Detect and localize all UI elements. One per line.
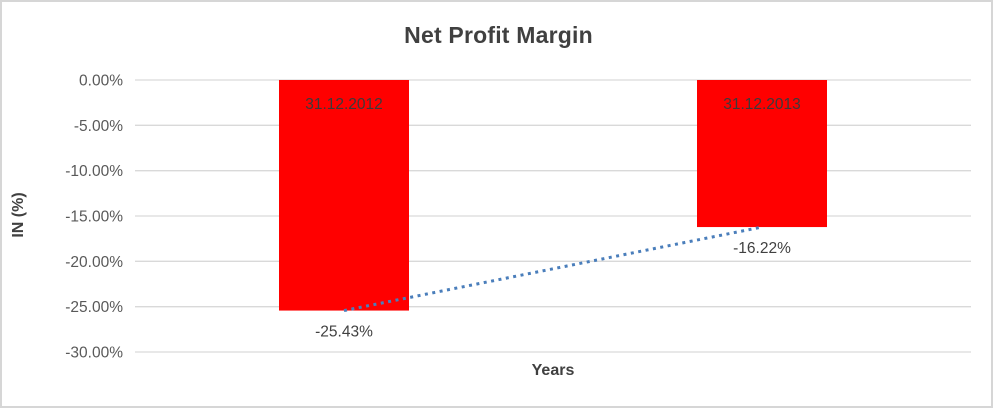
bar-category-label: 31.12.2012 [305,96,383,113]
value-label: -25.43% [315,324,373,341]
y-axis-title: IN (%) [10,192,27,238]
bar-category-label: 31.12.2013 [723,96,801,113]
bar-31.12.2013 [697,80,827,228]
y-tick-label: -10.00% [65,163,123,180]
y-tick-label: 0.00% [79,73,123,90]
x-axis-title: Years [531,362,575,379]
trendline [343,225,763,313]
y-tick-label: -15.00% [65,209,123,226]
y-tick-label: -30.00% [65,345,123,362]
chart-title: Net Profit Margin [404,22,593,48]
y-tick-label: -20.00% [65,254,123,271]
y-tick-label: -25.00% [65,299,123,316]
value-label: -16.22% [733,240,791,257]
bar-31.12.2012 [279,80,409,311]
y-tick-label: -5.00% [74,118,123,135]
